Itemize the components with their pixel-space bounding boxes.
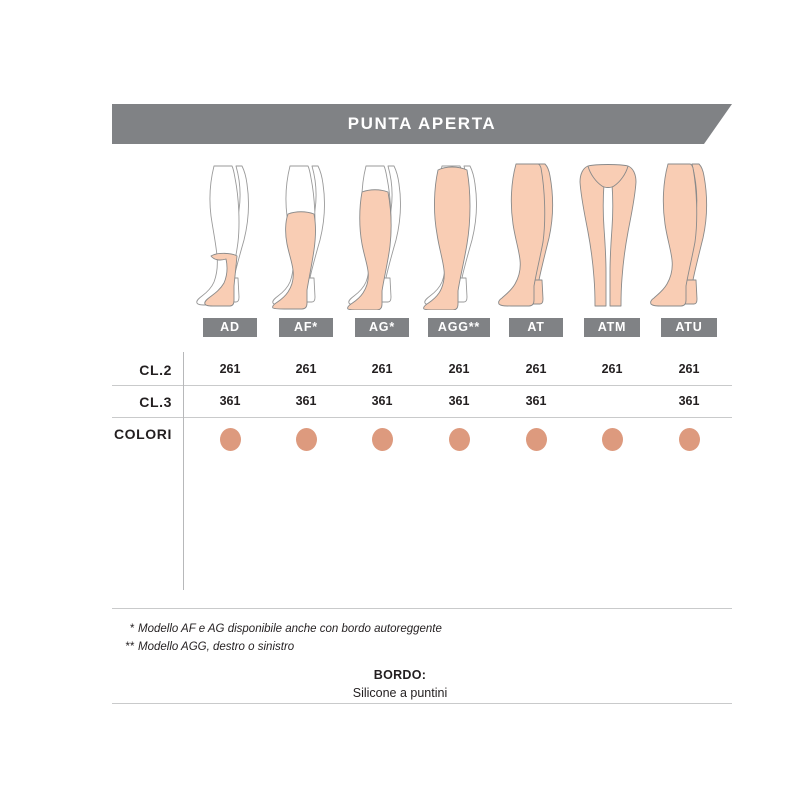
leg-illustration-atm-icon [570,158,646,310]
color-swatch-agg[interactable] [449,428,470,451]
column-header-ag[interactable]: AG* [355,318,409,337]
leg-illustration-af-icon [266,158,342,310]
column-header-af[interactable]: AF* [279,318,333,337]
cell-cl2-ag: 261 [371,362,393,376]
cell-cl2-atm: 261 [601,362,623,376]
color-swatch-ad[interactable] [220,428,241,451]
section-header-banner: PUNTA APERTA [112,104,732,144]
row-label-colori: COLORI [113,426,172,442]
column-header-atu[interactable]: ATU [661,318,717,337]
footnote-2-text: Modello AGG, destro o sinistro [138,641,295,653]
cell-cl3-ag: 361 [371,394,393,408]
cell-cl3-ad: 361 [219,394,241,408]
footnote-2: ** Modello AGG, destro o sinistro [118,641,294,653]
footnote-1-marker: * [129,623,134,635]
color-swatch-atu[interactable] [679,428,700,451]
leg-illustration-agg-icon [418,158,494,310]
cell-cl2-af: 261 [295,362,317,376]
bordo-label: BORDO: [373,668,427,682]
cell-cl2-agg: 261 [448,362,470,376]
leg-illustration-ag-icon [342,158,418,310]
column-header-ad[interactable]: AD [203,318,257,337]
column-header-atm[interactable]: ATM [584,318,640,337]
table-rule-under-cl2 [112,385,732,386]
table-rule-above-footnotes [112,608,732,609]
footnote-1: * Modello AF e AG disponibile anche con b… [118,623,442,635]
footnote-2-marker: ** [125,641,134,653]
table-rule-under-cl3 [112,417,732,418]
cell-cl2-atu: 261 [678,362,700,376]
bordo-value: Silicone a puntini [352,686,448,700]
cell-cl3-agg: 361 [448,394,470,408]
color-swatch-atm[interactable] [602,428,623,451]
leg-illustration-atu-icon [646,158,722,310]
cell-cl3-at: 361 [525,394,547,408]
color-swatch-at[interactable] [526,428,547,451]
cell-cl3-af: 361 [295,394,317,408]
table-rule-bottom [112,703,732,704]
color-swatch-ag[interactable] [372,428,393,451]
leg-illustration-ad-icon [190,158,266,310]
color-swatch-af[interactable] [296,428,317,451]
table-vertical-divider [183,352,184,590]
column-header-agg[interactable]: AGG** [428,318,490,337]
leg-illustration-at-icon [494,158,570,310]
row-label-cl2: CL.2 [139,362,172,378]
cell-cl3-atu: 361 [678,394,700,408]
leg-illustration-strip [190,158,730,310]
footnote-1-text: Modello AF e AG disponibile anche con bo… [138,623,442,635]
cell-cl2-ad: 261 [219,362,241,376]
cell-cl2-at: 261 [525,362,547,376]
column-header-at[interactable]: AT [509,318,563,337]
page-title: PUNTA APERTA [347,114,497,133]
row-label-cl3: CL.3 [139,394,172,410]
